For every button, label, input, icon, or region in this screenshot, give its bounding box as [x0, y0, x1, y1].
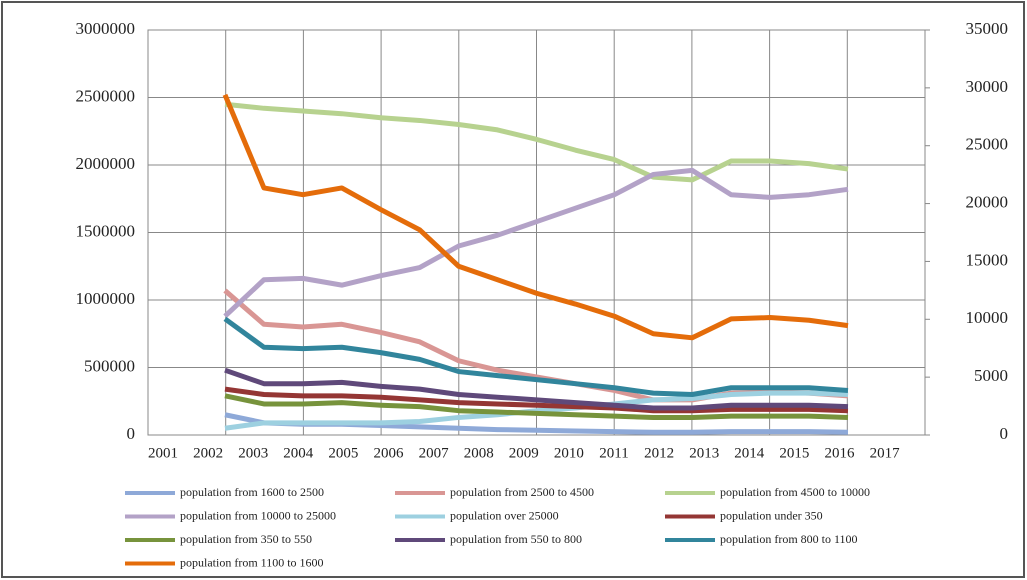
y-tick-label: 2500000 [76, 86, 136, 105]
x-tick-label: 2013 [689, 445, 719, 461]
x-tick-label: 2015 [779, 445, 809, 461]
x-tick-label: 2001 [148, 445, 178, 461]
y2-tick-label: 15000 [966, 250, 1009, 269]
y2-tick-label: 30000 [966, 77, 1009, 96]
legend-label: population from 4500 to 10000 [720, 485, 870, 499]
y-tick-label: 1500000 [76, 221, 136, 240]
x-tick-label: 2016 [825, 445, 856, 461]
legend-label: population from 800 to 1100 [720, 532, 858, 546]
x-tick-label: 2010 [554, 445, 584, 461]
y-tick-label: 1000000 [76, 289, 136, 308]
y-tick-label: 0 [127, 424, 136, 443]
series-line [224, 390, 849, 431]
y2-tick-label: 10000 [966, 308, 1009, 327]
y2-tick-label: 0 [1000, 424, 1009, 443]
y-tick-label: 2000000 [76, 154, 136, 173]
y2-tick-label: 20000 [966, 192, 1009, 211]
x-tick-label: 2017 [870, 445, 901, 461]
series-line [223, 167, 849, 319]
y-tick-label: 500000 [84, 356, 135, 375]
series-line [224, 367, 849, 411]
y2-tick-label: 25000 [966, 135, 1009, 154]
legend-label: population from 1600 to 2500 [180, 485, 324, 499]
legend-label: population from 1100 to 1600 [180, 555, 324, 569]
x-tick-label: 2007 [419, 445, 450, 461]
series-line [223, 316, 849, 397]
legend-label: population from 550 to 800 [450, 532, 582, 546]
x-tick-label: 2012 [644, 445, 674, 461]
x-tick-label: 2009 [509, 445, 539, 461]
x-tick-label: 2008 [464, 445, 494, 461]
legend-label: population under 350 [720, 508, 823, 522]
x-tick-label: 2011 [599, 445, 628, 461]
x-tick-label: 2014 [734, 445, 765, 461]
series-line [224, 386, 849, 414]
y-tick-label: 3000000 [76, 19, 136, 38]
series-line [222, 93, 849, 341]
x-tick-label: 2005 [328, 445, 358, 461]
legend-label: population over 25000 [450, 508, 559, 522]
legend-label: population from 10000 to 25000 [180, 508, 336, 522]
legend-label: population from 2500 to 4500 [450, 485, 594, 499]
legend-label: population from 350 to 550 [180, 532, 312, 546]
y2-tick-label: 5000 [974, 366, 1008, 385]
series-line [224, 101, 849, 183]
y2-tick-label: 35000 [966, 19, 1009, 38]
x-tick-label: 2004 [283, 445, 314, 461]
x-tick-label: 2006 [374, 445, 405, 461]
x-tick-label: 2003 [238, 445, 268, 461]
x-tick-label: 2002 [193, 445, 223, 461]
series-line [224, 393, 849, 420]
